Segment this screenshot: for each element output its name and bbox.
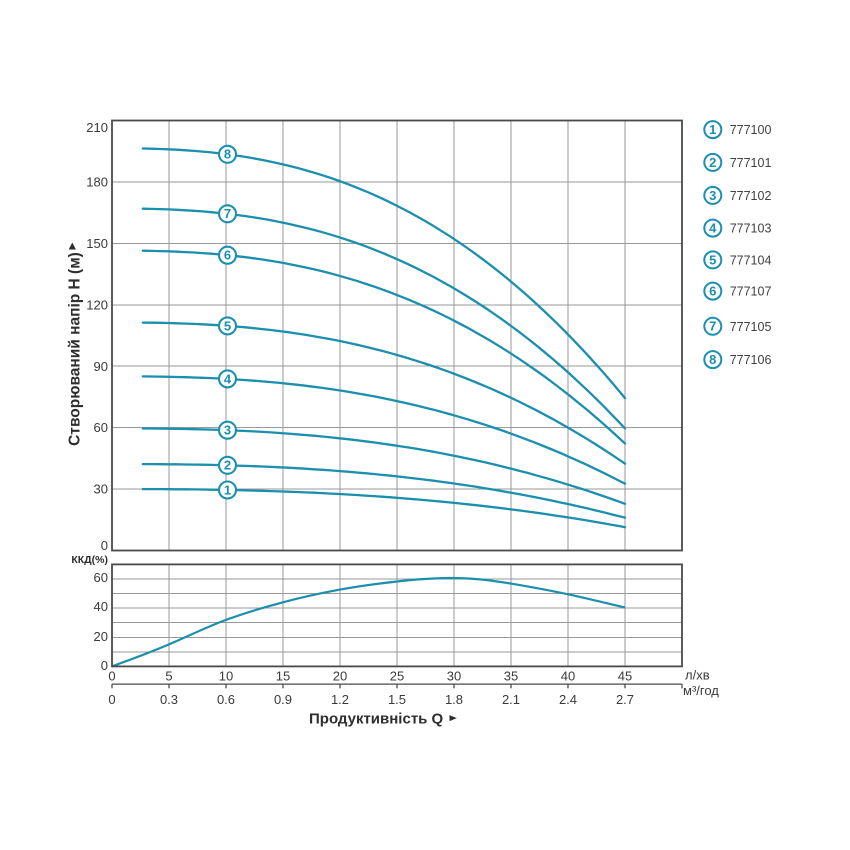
svg-text:0: 0 bbox=[108, 692, 115, 707]
svg-text:0.3: 0.3 bbox=[160, 692, 178, 707]
svg-text:60: 60 bbox=[94, 420, 108, 435]
svg-text:0.6: 0.6 bbox=[217, 692, 235, 707]
svg-text:90: 90 bbox=[94, 359, 108, 374]
svg-text:777102: 777102 bbox=[730, 189, 772, 203]
svg-text:40: 40 bbox=[94, 599, 108, 614]
svg-text:10: 10 bbox=[219, 669, 233, 684]
svg-text:7: 7 bbox=[709, 319, 716, 334]
svg-text:Продуктивність Q: Продуктивність Q bbox=[309, 710, 444, 727]
svg-text:60: 60 bbox=[94, 570, 108, 585]
svg-text:180: 180 bbox=[86, 175, 108, 190]
svg-text:0: 0 bbox=[101, 658, 108, 673]
svg-text:1.8: 1.8 bbox=[445, 692, 463, 707]
svg-text:м³/год: м³/год bbox=[683, 683, 719, 698]
svg-text:4: 4 bbox=[709, 221, 717, 236]
svg-text:л/хв: л/хв bbox=[685, 668, 710, 683]
svg-text:Створюваний напір Н (м): Створюваний напір Н (м) bbox=[67, 252, 84, 446]
svg-text:40: 40 bbox=[561, 669, 575, 684]
svg-text:777106: 777106 bbox=[730, 353, 772, 367]
svg-text:777100: 777100 bbox=[730, 123, 772, 137]
svg-text:4: 4 bbox=[224, 371, 232, 386]
svg-text:777101: 777101 bbox=[730, 156, 772, 170]
svg-text:777103: 777103 bbox=[730, 222, 772, 236]
svg-text:30: 30 bbox=[447, 669, 461, 684]
svg-text:3: 3 bbox=[709, 188, 716, 203]
svg-text:35: 35 bbox=[504, 669, 518, 684]
svg-text:1.5: 1.5 bbox=[388, 692, 406, 707]
svg-text:3: 3 bbox=[224, 423, 231, 438]
svg-text:120: 120 bbox=[86, 297, 108, 312]
svg-text:1: 1 bbox=[224, 482, 231, 497]
svg-text:25: 25 bbox=[390, 669, 404, 684]
svg-text:8: 8 bbox=[224, 147, 231, 162]
svg-text:0.9: 0.9 bbox=[274, 692, 292, 707]
svg-text:150: 150 bbox=[86, 236, 108, 251]
svg-text:0: 0 bbox=[108, 669, 115, 684]
svg-text:5: 5 bbox=[224, 318, 231, 333]
svg-text:777107: 777107 bbox=[730, 285, 772, 299]
svg-text:45: 45 bbox=[618, 669, 632, 684]
svg-text:0: 0 bbox=[101, 538, 108, 553]
svg-text:2.1: 2.1 bbox=[502, 692, 520, 707]
svg-text:ККД(%): ККД(%) bbox=[71, 554, 108, 566]
svg-text:777105: 777105 bbox=[730, 320, 772, 334]
svg-text:210: 210 bbox=[86, 120, 108, 135]
svg-text:7: 7 bbox=[224, 206, 231, 221]
svg-text:6: 6 bbox=[709, 284, 716, 299]
svg-text:2: 2 bbox=[224, 458, 231, 473]
svg-text:5: 5 bbox=[709, 252, 716, 267]
svg-text:8: 8 bbox=[709, 352, 716, 367]
svg-text:2.4: 2.4 bbox=[559, 692, 577, 707]
svg-text:20: 20 bbox=[94, 629, 108, 644]
svg-text:1.2: 1.2 bbox=[331, 692, 349, 707]
svg-text:2: 2 bbox=[709, 155, 716, 170]
svg-text:30: 30 bbox=[94, 482, 108, 497]
svg-text:1: 1 bbox=[709, 122, 716, 137]
svg-text:6: 6 bbox=[224, 248, 231, 263]
svg-text:5: 5 bbox=[165, 669, 172, 684]
svg-text:20: 20 bbox=[333, 669, 347, 684]
svg-text:2.7: 2.7 bbox=[616, 692, 634, 707]
svg-text:15: 15 bbox=[276, 669, 290, 684]
svg-text:777104: 777104 bbox=[730, 254, 772, 268]
